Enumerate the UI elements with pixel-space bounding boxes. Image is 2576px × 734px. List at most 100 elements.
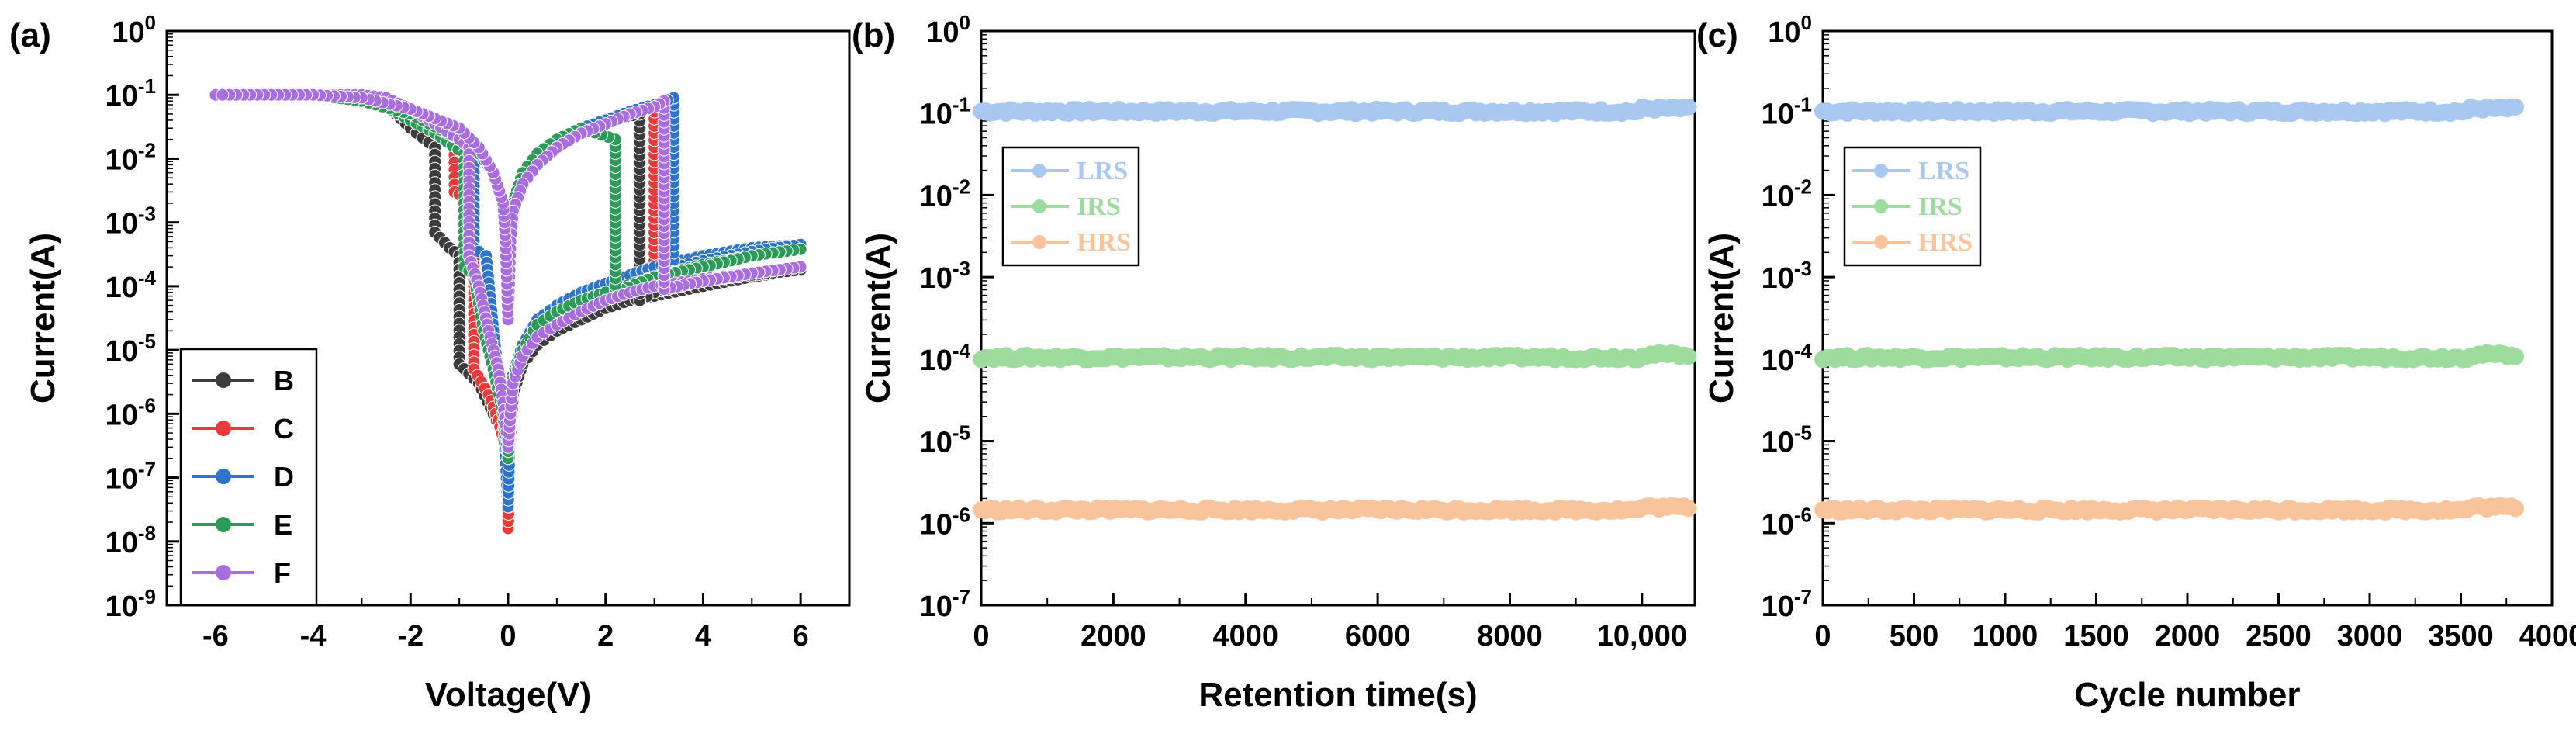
y-tick-base: 10 [926, 16, 959, 49]
y-tick-exponent: -2 [953, 175, 970, 198]
data-point [2507, 500, 2524, 518]
y-tick-base: 10 [920, 508, 953, 541]
y-axis-title: Current(A) [1703, 233, 1741, 403]
legend-swatch-marker [1032, 199, 1046, 213]
y-tick-exponent: -6 [953, 503, 970, 526]
series-hrs [1814, 497, 2524, 521]
y-tick-base: 10 [1768, 16, 1800, 49]
y-tick-exponent: -5 [953, 421, 970, 445]
legend: LRS IRS HRS [1843, 146, 1982, 267]
y-tick-exponent: -7 [138, 458, 156, 481]
panel-letter: (b) [852, 16, 895, 54]
legend-swatch-marker [216, 517, 231, 532]
y-tick-base: 10 [105, 399, 138, 431]
legend-label: HRS [1077, 228, 1131, 257]
y-tick-base: 10 [1762, 427, 1794, 459]
legend-swatch-marker [1032, 235, 1046, 249]
legend-swatch-marker [1874, 235, 1888, 249]
panel-letter: (a) [9, 16, 51, 54]
legend-swatch-marker [216, 469, 231, 484]
y-tick-exponent: -6 [138, 393, 156, 417]
y-tick-exponent: -4 [1794, 339, 1813, 362]
x-tick-label: 0 [1814, 620, 1831, 653]
legend-swatch-marker [216, 372, 231, 388]
legend-label: IRS [1077, 192, 1121, 221]
legend-swatch-marker [216, 421, 231, 436]
y-tick-base: 10 [920, 180, 953, 213]
data-point [1679, 348, 1697, 365]
y-tick-label: 10-4 [105, 266, 157, 304]
legend-label: LRS [1077, 157, 1128, 185]
legend: LRS IRS HRS [1001, 146, 1140, 267]
y-tick-exponent: -3 [953, 257, 970, 280]
x-tick-label: -4 [300, 620, 327, 653]
legend-label: D [274, 461, 294, 493]
y-tick-exponent: -3 [138, 203, 156, 226]
state-bands [973, 98, 1697, 521]
legend-swatch-marker [216, 565, 231, 580]
panel-a: (a)-6 -4 -2 0 2 4 610-910-810-710-610-510-410-… [9, 11, 851, 714]
legend-label: E [274, 509, 292, 541]
x-tick-label: 4000 [2519, 620, 2576, 653]
legend-swatch-marker [1032, 164, 1046, 178]
x-tick-label: 3500 [2428, 620, 2494, 653]
panel-c: (c)0500100015002000250030003500400010-71… [1696, 11, 2576, 714]
x-tick-label: 4000 [1212, 620, 1278, 653]
y-tick-exponent: 0 [960, 11, 970, 34]
y-tick-base: 10 [105, 335, 138, 368]
x-tick-label: 500 [1890, 620, 1938, 653]
y-tick-base: 10 [920, 262, 953, 295]
x-tick-label: 0 [500, 620, 516, 653]
x-tick-label: 2000 [1081, 620, 1146, 653]
iv-curves [209, 88, 807, 535]
y-tick-label: 100 [926, 11, 970, 49]
y-tick-exponent: -1 [138, 74, 156, 98]
x-tick-label: 1500 [2063, 620, 2129, 653]
y-tick-base: 10 [1762, 344, 1794, 377]
y-tick-label: 10-6 [1762, 503, 1812, 541]
y-axis-title: Current(A) [859, 233, 897, 403]
y-tick-exponent: -7 [1794, 585, 1812, 608]
data-point [2507, 99, 2524, 116]
y-tick-label: 10-7 [920, 585, 970, 623]
y-tick-label: 10-3 [1762, 257, 1812, 295]
series-markers-f [209, 88, 807, 454]
y-tick-exponent: -1 [953, 93, 970, 116]
y-tick-exponent: -4 [953, 339, 971, 362]
y-tick-label: 10-5 [920, 421, 970, 459]
y-tick-label: 10-7 [105, 458, 156, 496]
y-tick-base: 10 [920, 590, 953, 623]
x-tick-label: -6 [202, 620, 229, 653]
y-tick-label: 10-6 [105, 393, 156, 431]
legend-swatch-marker [1874, 164, 1888, 178]
y-tick-exponent: -2 [138, 138, 156, 161]
y-tick-base: 10 [1762, 99, 1794, 131]
y-tick-base: 10 [1762, 590, 1794, 623]
data-point [2507, 348, 2524, 365]
y-tick-exponent: -9 [138, 585, 156, 608]
axes-frame [980, 29, 1696, 607]
x-tick-label: 2 [597, 620, 614, 653]
y-axis-title: Current(A) [24, 233, 62, 403]
y-tick-exponent: 0 [145, 11, 156, 34]
x-tick-label: 6000 [1345, 620, 1411, 653]
y-tick-label: 10-7 [1762, 585, 1812, 623]
series-hrs [973, 497, 1697, 521]
y-tick-label: 10-5 [1762, 421, 1812, 459]
state-bands [1814, 98, 2524, 521]
x-tick-label: 0 [973, 620, 989, 653]
x-tick-label: 8000 [1477, 620, 1543, 653]
legend-label: HRS [1918, 228, 1973, 257]
y-tick-label: 10-2 [1762, 175, 1812, 213]
x-axis-title: Retention time(s) [1198, 676, 1477, 714]
y-tick-base: 10 [105, 590, 138, 623]
y-tick-exponent: -5 [138, 330, 156, 353]
y-tick-exponent: -8 [138, 521, 156, 545]
x-tick-label: 6 [793, 620, 809, 653]
panel-b: (b)0 2000 4000 6000 8000 10,00010-710-610-510… [852, 11, 1697, 714]
y-tick-label: 10-5 [105, 330, 156, 368]
y-tick-label: 10-6 [920, 503, 970, 541]
legend-label: B [274, 365, 294, 396]
legend-label: LRS [1918, 157, 1969, 185]
y-tick-base: 10 [920, 99, 953, 131]
